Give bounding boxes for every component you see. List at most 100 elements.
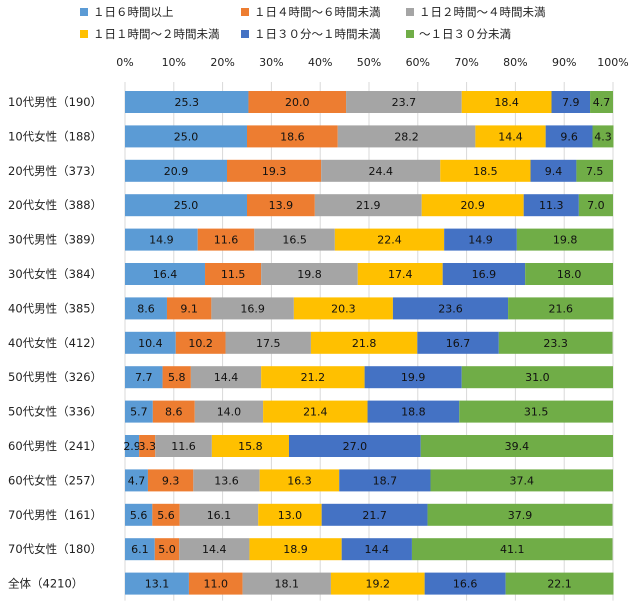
data-label: 17.4	[388, 268, 413, 281]
data-label: 37.9	[508, 509, 533, 522]
category-label: 70代男性（161）	[8, 508, 102, 522]
data-label: 16.9	[240, 302, 265, 315]
category-label: 20代女性（388）	[8, 198, 102, 212]
data-label: 4.7	[128, 474, 146, 487]
data-label: 13.1	[145, 578, 170, 591]
data-label: 14.9	[468, 234, 493, 247]
data-label: 18.6	[280, 130, 305, 143]
data-label: 5.0	[158, 543, 176, 556]
data-label: 9.1	[180, 302, 198, 315]
data-label: 28.2	[394, 130, 419, 143]
x-tick-label: 90%	[552, 56, 576, 69]
data-label: 18.5	[473, 165, 498, 178]
data-label: 16.1	[207, 509, 232, 522]
data-label: 18.1	[275, 578, 300, 591]
data-label: 16.3	[287, 474, 312, 487]
data-label: 21.2	[301, 371, 326, 384]
data-label: 16.4	[153, 268, 178, 281]
data-label: 5.8	[168, 371, 186, 384]
data-label: 14.4	[365, 543, 390, 556]
data-label: 16.9	[472, 268, 497, 281]
data-label: 11.5	[221, 268, 246, 281]
x-tick-label: 0%	[116, 56, 133, 69]
data-label: 19.9	[401, 371, 426, 384]
data-label: 19.8	[553, 234, 578, 247]
data-label: 7.0	[587, 199, 605, 212]
x-tick-label: 60%	[406, 56, 430, 69]
data-label: 5.6	[157, 509, 175, 522]
x-tick-label: 20%	[210, 56, 234, 69]
category-label: 20代男性（373）	[8, 164, 102, 178]
data-label: 20.9	[164, 165, 189, 178]
data-label: 39.4	[505, 440, 530, 453]
data-label: 25.3	[174, 96, 199, 109]
data-label: 20.3	[331, 302, 356, 315]
data-label: 27.0	[343, 440, 368, 453]
category-label: 60代女性（257）	[8, 473, 102, 487]
data-label: 17.5	[256, 337, 281, 350]
data-label: 18.8	[401, 406, 426, 419]
data-label: 8.6	[137, 302, 155, 315]
data-label: 23.3	[543, 337, 568, 350]
data-label: 20.0	[285, 96, 310, 109]
x-tick-label: 30%	[259, 56, 283, 69]
data-label: 21.6	[549, 302, 574, 315]
data-label: 11.6	[214, 234, 239, 247]
data-label: 3.3	[138, 440, 156, 453]
data-label: 16.6	[453, 578, 478, 591]
data-label: 21.8	[352, 337, 377, 350]
data-label: 23.7	[392, 96, 417, 109]
data-label: 21.9	[356, 199, 381, 212]
data-label: 4.7	[593, 96, 611, 109]
data-label: 25.0	[174, 130, 199, 143]
x-tick-label: 40%	[308, 56, 332, 69]
data-label: 21.7	[362, 509, 387, 522]
data-label: 14.4	[498, 130, 523, 143]
data-label: 18.0	[557, 268, 582, 281]
category-label: 70代女性（180）	[8, 542, 102, 556]
data-label: 10.2	[188, 337, 213, 350]
data-label: 23.6	[438, 302, 463, 315]
data-label: 24.4	[368, 165, 393, 178]
data-label: 22.4	[377, 234, 402, 247]
data-label: 20.9	[460, 199, 485, 212]
category-label: 40代男性（385）	[8, 301, 102, 315]
data-label: 25.0	[174, 199, 199, 212]
data-label: 14.4	[202, 543, 227, 556]
data-label: 22.1	[547, 578, 572, 591]
data-label: 16.5	[282, 234, 307, 247]
data-label: 13.9	[269, 199, 294, 212]
data-label: 37.4	[509, 474, 534, 487]
x-tick-label: 80%	[503, 56, 527, 69]
category-label: 50代女性（336）	[8, 405, 102, 419]
data-label: 14.4	[214, 371, 239, 384]
category-label: 30代男性（389）	[8, 233, 102, 247]
data-label: 13.6	[214, 474, 239, 487]
category-label: 30代女性（384）	[8, 267, 102, 281]
category-label: 10代女性（188）	[8, 129, 102, 143]
data-label: 18.9	[283, 543, 308, 556]
category-label: 50代男性（326）	[8, 370, 102, 384]
data-label: 11.0	[204, 578, 229, 591]
data-label: 18.4	[494, 96, 519, 109]
data-label: 9.6	[560, 130, 578, 143]
x-tick-label: 50%	[357, 56, 381, 69]
data-label: 11.6	[171, 440, 196, 453]
data-label: 13.0	[278, 509, 303, 522]
x-tick-label: 100%	[597, 56, 628, 69]
category-label: 全体（4210）	[8, 577, 83, 591]
data-label: 4.3	[594, 130, 612, 143]
category-label: 10代男性（190）	[8, 95, 102, 109]
data-label: 9.4	[545, 165, 563, 178]
data-label: 5.6	[130, 509, 148, 522]
x-tick-label: 10%	[162, 56, 186, 69]
data-label: 19.2	[366, 578, 391, 591]
data-label: 8.6	[165, 406, 183, 419]
data-label: 14.0	[217, 406, 242, 419]
data-label: 7.7	[135, 371, 153, 384]
data-label: 31.0	[525, 371, 550, 384]
data-label: 19.8	[297, 268, 322, 281]
x-tick-label: 70%	[454, 56, 478, 69]
data-label: 21.4	[303, 406, 328, 419]
